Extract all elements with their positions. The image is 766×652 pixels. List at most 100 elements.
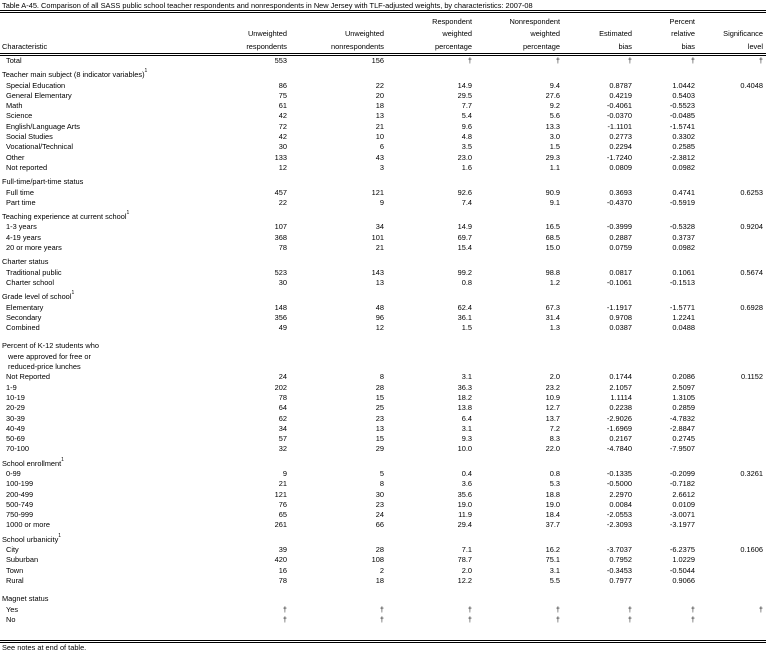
row-label: General Elementary [6,91,72,101]
table-cell: 9.2 [549,101,560,111]
table-cell: 101 [371,232,384,242]
table-row: 20 or more years 78 21 15.4 15.0 0.0759 0.0982 [0,243,766,253]
row-label-text: Social Studies [6,132,53,142]
table-cell: 3.5 [461,142,472,152]
table-row: Not reported 12 3 1.6 1.1 0.0809 0.0982 [0,163,766,173]
row-label-text: Combined [6,323,40,333]
table-cell: † [627,604,632,614]
row-label-text: Not reported [6,162,48,172]
table-cell: -3.0071 [669,510,695,520]
table-cell: 18.8 [545,489,560,499]
table-cell: 368 [274,232,287,242]
table-row: Town 16 2 2.0 3.1 -0.3453 -0.5044 [0,566,766,576]
column-header-line: Unweighted [344,29,384,38]
table-cell: -0.4370 [606,197,632,207]
table-cell: 121 [274,489,287,499]
table-cell: 92.6 [457,187,472,197]
row-label-text: Town [6,565,24,575]
table-row: 20-29 64 25 13.8 12.7 0.2238 0.2859 [0,403,766,413]
column-header-line: weighted [530,29,560,38]
table-cell: -4.7832 [669,413,695,423]
table-cell: 8.3 [549,434,560,444]
table-row: Combined 49 12 1.5 1.3 0.0387 0.0488 [0,323,766,333]
column-header-line: bias [681,41,695,51]
table-cell: -0.5328 [669,222,695,232]
table-cell: -0.3999 [606,222,632,232]
table-cell: 0.2773 [609,132,632,142]
table-cell: -0.5044 [669,565,695,575]
row-label: 70-100 [6,444,29,454]
footnote-marker: 1 [71,290,75,297]
row-label-text: Teacher main subject (8 indicator variab… [2,70,145,80]
column-header: Unweighted respondents [246,28,287,53]
row-label: Teacher main subject (8 indicator variab… [2,69,147,80]
table-cell: 5.5 [549,575,560,585]
column-header: Nonrespondent weighted percentage [509,16,560,54]
column-header: Percent relative bias [670,16,695,54]
row-label: 1-3 years [6,222,37,232]
column-header-line: bias [618,41,632,51]
table-cell: 62 [278,413,287,423]
table-cell: † [758,604,763,614]
table-cell: 1.2241 [672,312,695,322]
table-cell: 8 [379,479,384,489]
table-cell: 42 [278,111,287,121]
table-cell: -3.7037 [606,545,632,555]
table-cell: 68.5 [545,232,560,242]
row-label: 20-29 [6,403,25,413]
row-label: reduced-price lunches [8,362,81,372]
row-label: 0-99 [6,469,21,479]
column-header-line: percentage [523,41,560,51]
table-cell: 0.8 [461,277,472,287]
table-cell: 1.1114 [610,392,632,402]
table-row: 1-3 years 107 34 14.9 16.5 -0.3999 -0.5328 0.92… [0,222,766,232]
table-cell: 0.2167 [609,434,632,444]
column-header-line: Unweighted [247,29,287,38]
row-label: 1-9 [6,383,17,393]
table-cell: † [282,604,287,614]
table-cell: -0.2099 [669,468,695,478]
row-label-text: Teaching experience at current school [2,212,127,222]
table-cell: -0.1513 [669,277,695,287]
row-label-text: Secondary [6,312,42,322]
table-cell: 39 [278,545,287,555]
row-label-text: Math [6,101,23,111]
table-cell: 15.0 [545,243,560,253]
table-cell: 261 [274,520,287,530]
table-cell: 28 [375,545,384,555]
row-label: Science [6,111,32,121]
column-header-line: weighted [442,29,472,38]
table-header: Characteristic Unweighted respondents Unwe… [0,13,766,53]
table-row: 1000 or more 261 66 29.4 37.7 -2.3093 -3.1977 [0,520,766,530]
table-row: 100-199 21 8 3.6 5.3 -0.5000 -0.7182 [0,479,766,489]
table-cell: † [467,614,472,624]
top-rule [0,10,766,13]
table-cell: -0.5523 [669,101,695,111]
table-cell: 2 [379,565,384,575]
row-label: School enrollment1 [2,457,64,469]
column-header: Unweighted nonrespondents [331,28,384,53]
table-cell: 1.3105 [672,392,695,402]
table-row: Other 133 43 23.0 29.3 -1.7240 -2.3812 [0,153,766,163]
table-cell: 4.8 [461,132,472,142]
table-cell: -2.3812 [669,152,695,162]
group-heading-row: Magnet status [0,594,766,604]
table-row: 40-49 34 13 3.1 7.2 -1.6969 -2.8847 [0,424,766,434]
row-label-text: 750-999 [6,510,34,520]
table-cell: 0.4048 [740,80,763,90]
table-cell: 10.9 [545,392,560,402]
table-cell: 9.3 [461,434,472,444]
table-cell: 48 [375,302,384,312]
table-row: Rural 78 18 12.2 5.5 0.7977 0.9066 [0,576,766,586]
table-cell: 5.4 [461,111,472,121]
row-label: English/Language Arts [6,122,80,132]
table-row: Social Studies 42 10 4.8 3.0 0.2773 0.3302 [0,132,766,142]
table-row: Science 42 13 5.4 5.6 -0.0370 -0.0485 [0,111,766,121]
table-cell: 19.0 [457,499,472,509]
table-cell: 18 [375,101,384,111]
row-label: 30-39 [6,414,25,424]
row-label-text: 1000 or more [6,520,50,530]
header-rule [0,53,766,56]
row-label: Part time [6,198,36,208]
table-cell: 11.9 [458,510,472,520]
